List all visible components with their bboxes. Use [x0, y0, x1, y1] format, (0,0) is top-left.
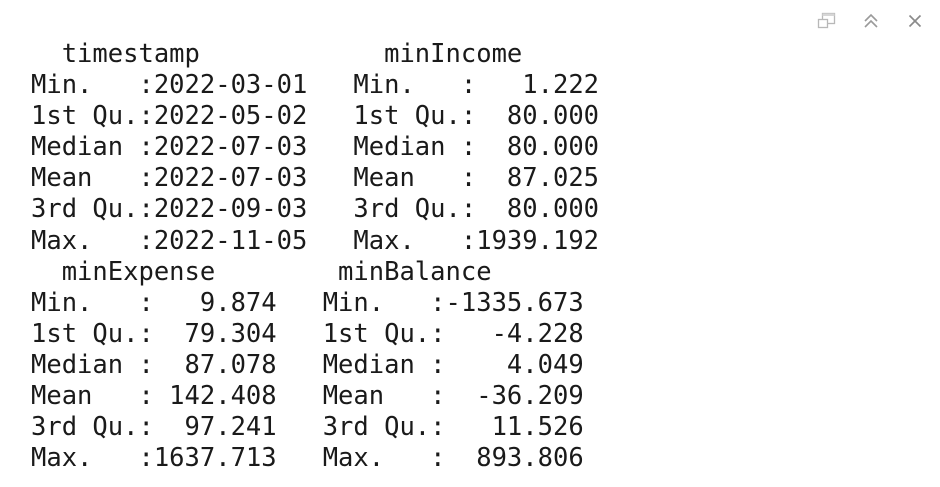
console-output: timestamp minIncome Min. :2022-03-01 Min…	[31, 39, 630, 474]
output-line: Max. :2022-11-05 Max. :1939.192	[31, 225, 630, 256]
output-line: Median : 87.078 Median : 4.049	[31, 349, 615, 380]
output-line: 1st Qu.: 79.304 1st Qu.: -4.228	[31, 318, 615, 349]
output-line: Median :2022-07-03 Median : 80.000	[31, 132, 630, 163]
collapse-output-icon[interactable]	[860, 10, 882, 32]
output-line: Max. :1637.713 Max. : 893.806	[31, 443, 615, 474]
output-line: 1st Qu.:2022-05-02 1st Qu.: 80.000	[31, 101, 630, 132]
output-header-line: timestamp minIncome	[31, 39, 569, 69]
output-line: 3rd Qu.:2022-09-03 3rd Qu.: 80.000	[31, 194, 630, 225]
close-output-icon[interactable]	[904, 10, 926, 32]
output-line: Mean :2022-07-03 Mean : 87.025	[31, 163, 630, 194]
output-line: 3rd Qu.: 97.241 3rd Qu.: 11.526	[31, 412, 615, 443]
output-toolbar	[816, 10, 926, 32]
popout-window-icon[interactable]	[816, 10, 838, 32]
output-line: Min. :2022-03-01 Min. : 1.222	[31, 70, 630, 101]
output-header-line: minExpense minBalance	[31, 256, 600, 287]
output-line: Mean : 142.408 Mean : -36.209	[31, 381, 615, 412]
output-line: Min. : 9.874 Min. :-1335.673	[31, 287, 615, 318]
